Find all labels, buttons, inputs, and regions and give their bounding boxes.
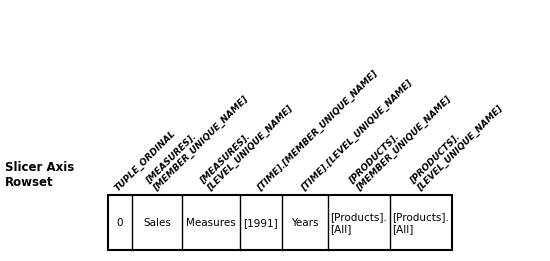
Text: [Products].
[All]: [Products]. [All] <box>331 212 387 234</box>
Text: TUPLE_ORDINAL: TUPLE_ORDINAL <box>113 129 178 193</box>
Text: Slicer Axis
Rowset: Slicer Axis Rowset <box>5 161 74 189</box>
Text: Sales: Sales <box>143 218 171 228</box>
Text: [TIME].[MEMBER_UNIQUE_NAME]: [TIME].[MEMBER_UNIQUE_NAME] <box>256 69 379 193</box>
Text: [1991]: [1991] <box>244 218 278 228</box>
Text: [MEASURES].
[MEMBER_UNIQUE_NAME]: [MEASURES]. [MEMBER_UNIQUE_NAME] <box>144 87 250 193</box>
Text: [PRODUCTS].
[MEMBER_UNIQUE_NAME]: [PRODUCTS]. [MEMBER_UNIQUE_NAME] <box>347 87 453 193</box>
Text: [TIME].[LEVEL_UNIQUE_NAME]: [TIME].[LEVEL_UNIQUE_NAME] <box>300 78 414 193</box>
Text: Years: Years <box>292 218 319 228</box>
Text: [MEASURES].
[LEVEL_UNIQUE_NAME]: [MEASURES]. [LEVEL_UNIQUE_NAME] <box>198 97 295 193</box>
Text: Measures: Measures <box>186 218 236 228</box>
Text: 0: 0 <box>117 218 123 228</box>
Text: [PRODUCTS].
[LEVEL_UNIQUE_NAME]: [PRODUCTS]. [LEVEL_UNIQUE_NAME] <box>408 97 504 193</box>
Text: [Products].
[All]: [Products]. [All] <box>393 212 449 234</box>
Bar <box>108 195 452 250</box>
